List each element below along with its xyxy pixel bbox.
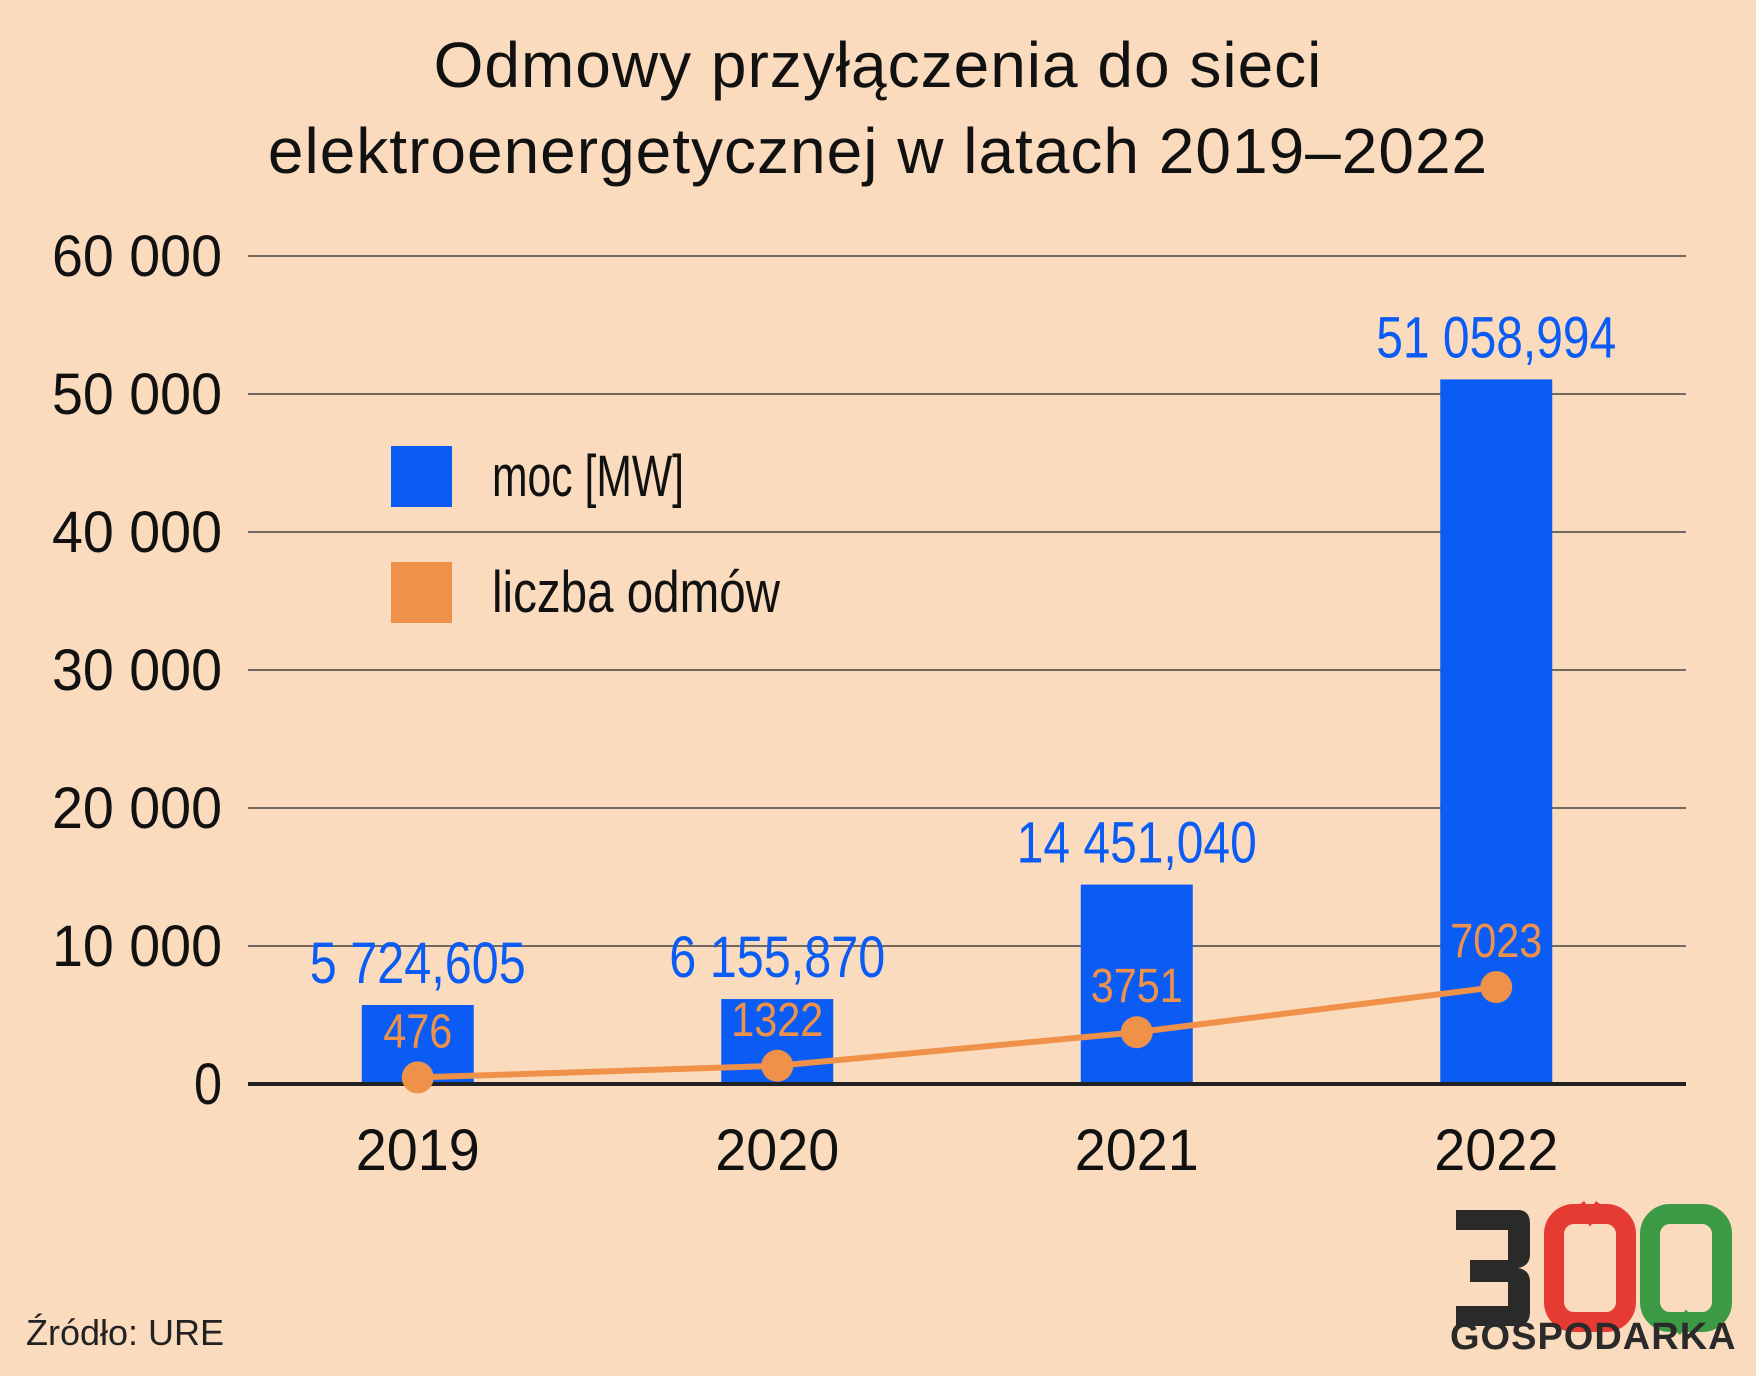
line-point-2019: [401, 1061, 434, 1094]
bar-value-label-2021: 14 451,040: [1017, 811, 1257, 876]
bar-2022: [1440, 379, 1553, 1085]
bar-value-label-2019: 5 724,605: [310, 931, 526, 996]
legend-label-1: moc [MW]: [492, 444, 684, 509]
legend-swatch-1: [391, 446, 452, 507]
x-tick-label-2019: 2019: [356, 1118, 480, 1183]
x-tick-label-2021: 2021: [1075, 1118, 1199, 1183]
chart-title-line-1: Odmowy przyłączenia do sieci: [433, 29, 1323, 101]
line-value-label-2021: 3751: [1091, 960, 1183, 1013]
x-tick-label-2020: 2020: [715, 1118, 839, 1183]
x-tick-label-2022: 2022: [1434, 1118, 1558, 1183]
line-value-label-2022: 7023: [1450, 915, 1542, 968]
bar-value-label-2020: 6 155,870: [669, 925, 885, 990]
line-value-label-2019: 476: [383, 1005, 452, 1058]
line-point-2022: [1480, 971, 1513, 1004]
y-tick-label: 20 000: [52, 776, 222, 841]
y-tick-label: 50 000: [52, 362, 222, 427]
logo-text: GOSPODARKA: [1450, 1316, 1737, 1358]
line-value-label-2020: 1322: [731, 994, 823, 1047]
chart-title: Odmowy przyłączenia do sieci elektroener…: [0, 22, 1756, 194]
y-tick-label: 40 000: [52, 500, 222, 565]
line-liczba-odmow: [417, 984, 1497, 1081]
legend-swatch-2: [391, 562, 452, 623]
y-tick-label: 30 000: [52, 638, 222, 703]
chart-title-line-2: elektroenergetycznej w latach 2019–2022: [267, 115, 1489, 187]
bar-value-label-2022: 51 058,994: [1376, 305, 1616, 370]
line-point-2021: [1120, 1016, 1153, 1049]
y-tick-label: 60 000: [52, 224, 222, 289]
legend-label-2: liczba odmów: [492, 560, 781, 625]
logo-300-icon: [1456, 1201, 1732, 1335]
y-tick-label: 10 000: [52, 914, 222, 979]
source-note: Źródło: URE: [26, 1312, 225, 1353]
bar-2021: [1080, 884, 1193, 1084]
line-point-2020: [761, 1049, 794, 1082]
y-tick-label: 0: [194, 1052, 222, 1117]
